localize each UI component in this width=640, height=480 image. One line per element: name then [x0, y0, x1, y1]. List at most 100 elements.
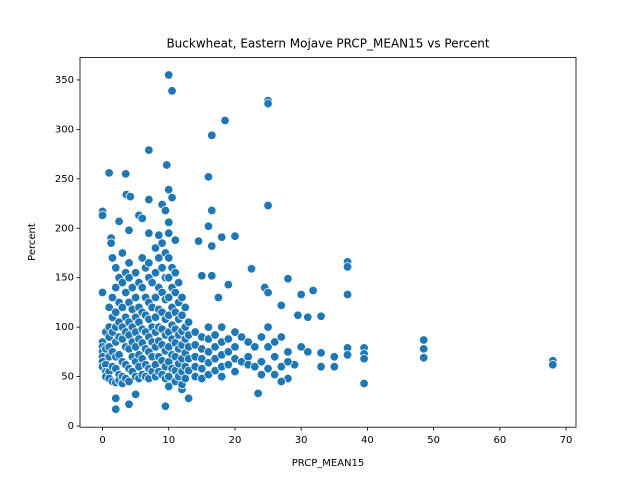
- point: [223, 279, 234, 290]
- point: [329, 352, 339, 362]
- point: [117, 277, 128, 288]
- point: [230, 327, 240, 337]
- y-tick-label: 200: [55, 223, 74, 234]
- point: [263, 287, 273, 298]
- point: [210, 330, 220, 340]
- point: [342, 350, 353, 360]
- point: [124, 376, 134, 387]
- point: [230, 231, 240, 241]
- point: [203, 221, 214, 231]
- point: [217, 232, 227, 242]
- point: [263, 342, 273, 352]
- point: [124, 225, 134, 235]
- point: [210, 342, 220, 352]
- point: [296, 342, 306, 352]
- point: [183, 393, 194, 404]
- point: [207, 241, 217, 251]
- point: [269, 337, 280, 347]
- point: [256, 332, 267, 342]
- point: [263, 322, 273, 332]
- point: [276, 376, 287, 387]
- x-tick-label: 40: [361, 435, 374, 446]
- point: [303, 312, 313, 322]
- point: [106, 238, 116, 248]
- point: [164, 371, 174, 382]
- point: [160, 205, 171, 216]
- point: [418, 344, 429, 354]
- point: [164, 381, 174, 392]
- point: [269, 352, 280, 362]
- point: [170, 287, 181, 298]
- point: [137, 213, 147, 224]
- point: [104, 168, 114, 178]
- point: [243, 337, 253, 347]
- point: [117, 302, 128, 313]
- point: [124, 272, 134, 283]
- point: [107, 253, 118, 263]
- point: [120, 169, 131, 179]
- point: [303, 347, 313, 357]
- point: [243, 352, 253, 362]
- point: [217, 322, 227, 332]
- point: [236, 332, 247, 342]
- point: [183, 317, 194, 327]
- point: [164, 184, 174, 195]
- point: [150, 312, 161, 322]
- point: [170, 235, 181, 245]
- point: [154, 253, 164, 263]
- point: [193, 236, 204, 246]
- x-tick-label: 60: [493, 435, 506, 446]
- point: [223, 334, 234, 344]
- point: [124, 258, 134, 268]
- point: [293, 310, 303, 320]
- point: [144, 194, 154, 205]
- point: [125, 191, 136, 202]
- point: [276, 300, 287, 311]
- y-tick-label: 350: [55, 75, 74, 86]
- point: [418, 353, 429, 363]
- point: [220, 115, 230, 126]
- point: [359, 354, 369, 364]
- point: [120, 287, 131, 298]
- x-tick-label: 50: [427, 435, 440, 446]
- chart-title: Buckwheat, Eastern Mojave PRCP_MEAN15 vs…: [166, 37, 489, 51]
- point: [164, 228, 174, 238]
- point: [329, 361, 339, 372]
- point: [167, 86, 177, 96]
- point: [180, 302, 190, 313]
- point: [253, 388, 263, 399]
- x-tick-label: 0: [99, 435, 105, 446]
- point: [144, 228, 154, 238]
- point: [150, 243, 161, 253]
- point: [263, 98, 273, 109]
- point: [114, 216, 124, 227]
- point: [127, 282, 138, 293]
- point: [316, 311, 326, 321]
- y-axis-label: Percent: [27, 223, 38, 261]
- point: [144, 258, 154, 268]
- point: [97, 287, 108, 298]
- point: [97, 210, 108, 221]
- point: [207, 130, 217, 141]
- point: [157, 263, 167, 273]
- point: [111, 404, 121, 414]
- x-tick-label: 10: [162, 435, 175, 446]
- point: [548, 360, 558, 370]
- point: [250, 361, 260, 372]
- point: [283, 357, 293, 367]
- point: [137, 253, 147, 263]
- point: [230, 342, 240, 352]
- point: [207, 271, 217, 281]
- point: [164, 217, 174, 228]
- point: [137, 282, 147, 293]
- point: [130, 292, 141, 303]
- point: [150, 268, 161, 278]
- point: [203, 347, 214, 357]
- point: [104, 302, 114, 313]
- point: [150, 292, 161, 303]
- y-tick-label: 150: [55, 273, 74, 284]
- point: [296, 289, 306, 300]
- point: [170, 268, 181, 278]
- point: [283, 347, 293, 357]
